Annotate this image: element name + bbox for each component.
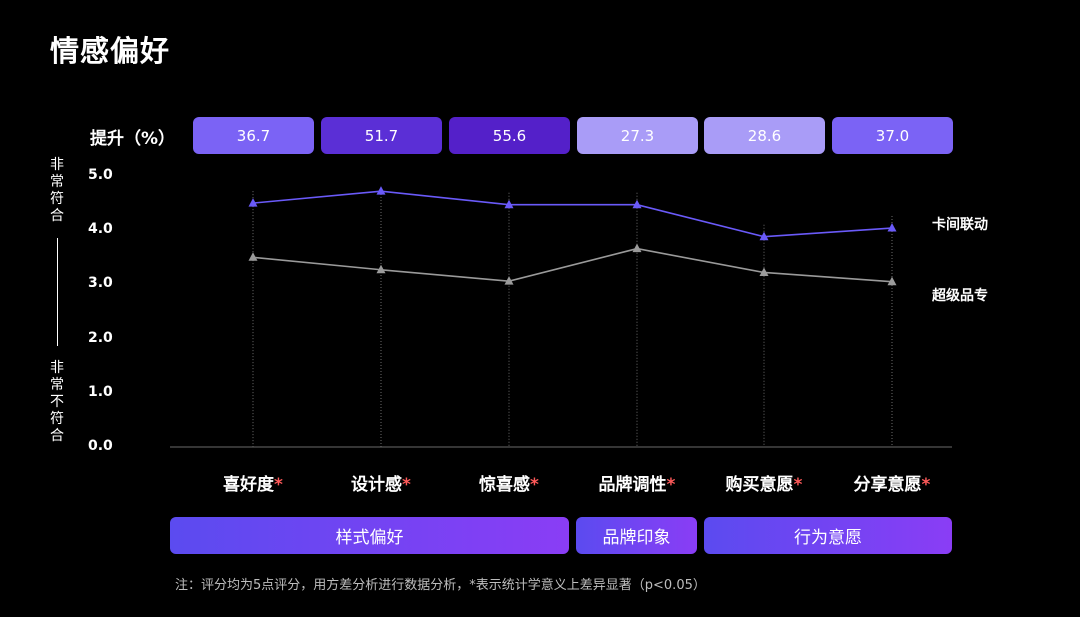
significance-star: *	[921, 475, 931, 495]
category-label-text: 惊喜感	[479, 475, 531, 495]
yaxis-top-label: 非常符合	[50, 157, 64, 224]
y-tick-label: 4.0	[88, 221, 113, 238]
lift-value-box: 28.6	[704, 117, 825, 154]
data-point-marker	[759, 267, 769, 276]
category-label: 分享意愿*	[832, 470, 952, 495]
category-label: 喜好度*	[193, 470, 313, 495]
yaxis-bottom-label: 非常不符合	[50, 360, 64, 444]
data-point-marker	[632, 243, 642, 253]
legend-entry: 卡间联动	[932, 217, 988, 234]
category-label: 惊喜感*	[449, 470, 569, 495]
lift-value-box: 37.0	[832, 117, 953, 154]
y-tick-label: 1.0	[88, 383, 113, 400]
data-point-marker	[887, 276, 897, 286]
series-line	[252, 247, 893, 283]
series-line	[252, 190, 893, 238]
category-label-text: 品牌调性	[598, 475, 667, 495]
data-point-marker	[248, 198, 258, 207]
y-tick-label: 0.0	[88, 438, 113, 454]
lift-value-box: 27.3	[577, 117, 698, 154]
group-label-bar: 样式偏好	[170, 517, 569, 554]
significance-star: *	[274, 475, 283, 495]
data-point-marker	[504, 199, 514, 209]
significance-star: *	[530, 475, 539, 495]
group-label-bar: 行为意愿	[704, 517, 952, 554]
legend-entry: 超级品专	[932, 287, 988, 304]
data-point-marker	[632, 199, 642, 209]
category-label-text: 购买意愿	[725, 475, 794, 495]
significance-star: *	[666, 475, 676, 495]
data-point-marker	[504, 276, 514, 285]
y-tick-label: 5.0	[88, 167, 113, 183]
category-label-text: 喜好度	[223, 475, 275, 495]
group-label-bar: 品牌印象	[576, 517, 697, 554]
yaxis-divider-line	[57, 238, 58, 346]
significance-star: *	[793, 475, 803, 495]
data-point-marker	[887, 223, 897, 232]
lift-value-box: 51.7	[321, 117, 442, 154]
significance-star: *	[402, 475, 411, 495]
lift-label: 提升（%）	[90, 129, 176, 149]
category-label: 设计感*	[321, 470, 441, 495]
page-title: 情感偏好	[50, 34, 171, 68]
data-point-marker	[376, 186, 386, 195]
lift-value-box: 36.7	[193, 117, 314, 154]
lift-value-box: 55.6	[449, 117, 570, 154]
category-label: 购买意愿*	[704, 470, 824, 495]
data-point-marker	[376, 264, 386, 274]
category-label-text: 设计感	[351, 475, 403, 495]
data-point-marker	[759, 231, 769, 241]
data-point-marker	[248, 252, 258, 261]
category-label: 品牌调性*	[577, 470, 697, 495]
y-tick-label: 2.0	[88, 329, 113, 346]
y-tick-label: 3.0	[88, 275, 113, 292]
footnote: 注：评分均为5点评分，用方差分析进行数据分析，*表示统计学意义上差异显著（p<0…	[175, 578, 706, 593]
category-label-text: 分享意愿	[853, 475, 922, 495]
